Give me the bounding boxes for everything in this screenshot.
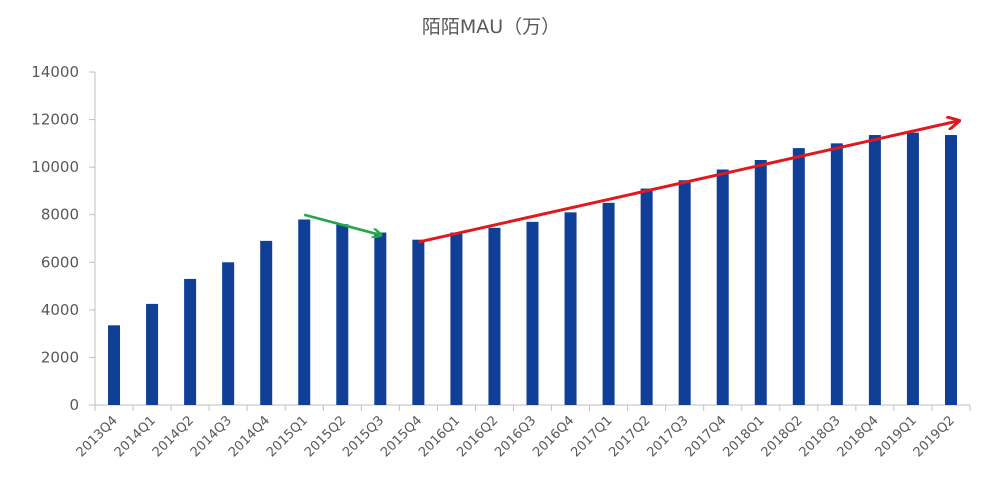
- y-tick-label: 2000: [41, 348, 79, 366]
- bar: [640, 188, 653, 405]
- bar: [260, 240, 273, 405]
- y-tick-label: 8000: [41, 206, 79, 224]
- x-tick-label: 2014Q2: [150, 413, 197, 460]
- bar: [222, 262, 235, 405]
- x-tick-label: 2017Q3: [644, 413, 691, 460]
- x-tick-label: 2015Q2: [302, 413, 349, 460]
- bar: [146, 303, 159, 405]
- bar: [602, 202, 615, 405]
- x-tick-label: 2014Q1: [112, 413, 159, 460]
- x-tick-label: 2016Q4: [530, 413, 577, 460]
- bars: [108, 132, 957, 405]
- x-tick-label: 2016Q1: [416, 413, 463, 460]
- x-tick-label: 2015Q4: [378, 413, 425, 460]
- x-tick-label: 2017Q2: [606, 413, 653, 460]
- bar: [792, 148, 805, 405]
- bar: [944, 135, 957, 405]
- x-tick-label: 2015Q3: [340, 413, 387, 460]
- x-tick-label: 2016Q2: [454, 413, 501, 460]
- red-trend-arrow: [418, 121, 959, 244]
- x-tick-label: 2017Q4: [682, 413, 729, 460]
- x-tick-label: 2018Q4: [835, 413, 882, 460]
- x-tick-label: 2019Q1: [873, 413, 920, 460]
- x-tick-label: 2014Q3: [188, 413, 235, 460]
- x-tick-label: 2014Q4: [226, 413, 273, 460]
- bar: [526, 221, 539, 405]
- y-tick-label: 4000: [41, 301, 79, 319]
- x-tick-label: 2018Q1: [721, 413, 768, 460]
- bar: [412, 239, 425, 405]
- y-tick-label: 6000: [41, 253, 79, 271]
- x-tick-label: 2018Q2: [759, 413, 806, 460]
- bar: [336, 224, 349, 405]
- x-tick-label: 2019Q2: [911, 413, 958, 460]
- x-axis: 2013Q42014Q12014Q22014Q32014Q42015Q12015…: [74, 404, 971, 460]
- bar: [184, 278, 197, 405]
- y-tick-label: 12000: [31, 111, 79, 129]
- x-tick-label: 2016Q3: [492, 413, 539, 460]
- bar: [450, 232, 463, 405]
- bar: [716, 169, 729, 405]
- chart-title: 陌陌MAU（万）: [422, 16, 560, 38]
- green-trend-arrow: [303, 213, 380, 235]
- bar: [488, 227, 501, 405]
- x-tick-label: 2017Q1: [568, 413, 615, 460]
- x-tick-label: 2013Q4: [74, 413, 121, 460]
- y-tick-label: 14000: [31, 63, 79, 81]
- x-tick-label: 2015Q1: [264, 413, 311, 460]
- y-tick-label: 10000: [31, 158, 79, 176]
- bar: [374, 232, 387, 405]
- bar: [298, 219, 311, 405]
- bar: [108, 325, 121, 405]
- x-tick-label: 2018Q3: [797, 413, 844, 460]
- bar: [754, 160, 767, 405]
- bar: [830, 143, 843, 405]
- trend-arrows: [303, 121, 959, 244]
- bar: [868, 135, 881, 405]
- bar: [678, 180, 691, 405]
- bar: [564, 212, 577, 405]
- y-axis: 0 2000 4000 6000 8000 10000 12000 14000: [31, 63, 96, 414]
- y-tick-label: 0: [69, 396, 79, 414]
- bar: [906, 132, 919, 405]
